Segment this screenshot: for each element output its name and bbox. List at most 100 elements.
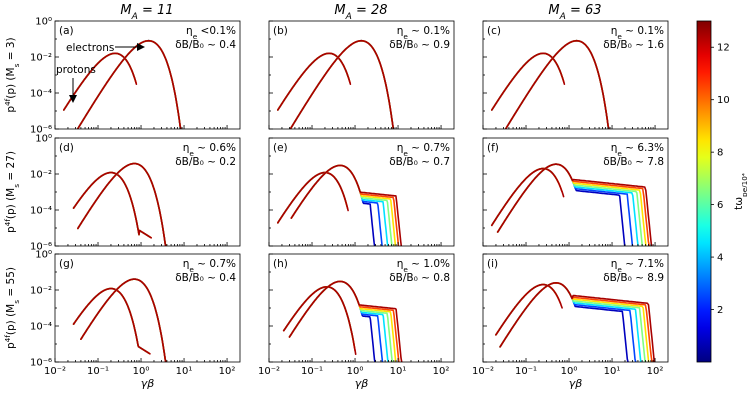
colorbar-tick-label: 2 [717, 305, 723, 316]
electron-spectrum-line [77, 162, 167, 246]
panel-h: 10⁻² 10⁻¹ 10⁰ 10¹ 10² γβ (h) ηe ~ 1.0%δB/B₀ ~ 0… [258, 253, 455, 390]
electron-spectrum-line [77, 162, 167, 246]
panel-label: (g) [59, 258, 74, 270]
proton-spectrum-line [491, 167, 565, 227]
colorbar: 2 4 6 8 10 12 tωpe/10⁴ [696, 20, 747, 363]
y-axis-label: p4f(p) (Ms = 27) [3, 151, 21, 233]
electron-spectrum-line [80, 278, 167, 362]
proton-spectrum-line [277, 171, 347, 224]
panel-label: (i) [487, 258, 498, 270]
electron-spectrum-line [496, 163, 653, 246]
electron-spectrum-line [289, 39, 395, 129]
colorbar-tick-label: 4 [717, 253, 723, 264]
x-tick-label: 10² [433, 366, 450, 377]
panel-curves [491, 39, 610, 129]
electron-spectrum-line [80, 278, 167, 362]
colorbar-label: tωpe/10⁴ [733, 173, 747, 210]
proton-spectrum-line [277, 171, 349, 224]
electron-spectrum-line [80, 278, 167, 362]
electron-spectrum-line [77, 162, 167, 246]
y-tick-label: 10⁻⁴ [30, 89, 52, 100]
electron-spectrum-line [496, 163, 647, 246]
electron-spectrum-line [288, 280, 403, 362]
y-tick-label: 10⁰ [35, 250, 52, 261]
electron-spectrum-line [496, 163, 639, 246]
electron-spectrum-line [80, 278, 167, 362]
proton-spectrum-line [72, 287, 151, 355]
proton-spectrum-line [63, 52, 138, 111]
electron-spectrum-line [80, 278, 167, 362]
electron-spectrum-line [289, 39, 395, 129]
y-axis-label: p4f(p) (Ms = 55) [3, 267, 21, 349]
proton-spectrum-line [491, 167, 557, 227]
electron-spectrum-line [80, 278, 167, 362]
proton-spectrum-line [72, 171, 152, 239]
x-tick-label: 10¹ [176, 366, 193, 377]
proton-spectrum-line [491, 167, 559, 227]
panel-c: (c) ηe ~ 0.1%δB/B₀ ~ 1.6 [482, 20, 669, 130]
panel-label: (d) [59, 142, 74, 154]
proton-spectrum-line [277, 52, 352, 111]
panel-label: (c) [487, 25, 501, 37]
x-tick-label: 10⁻¹ [301, 366, 323, 377]
proton-spectrum-line [72, 171, 152, 239]
db-annotation: δB/B₀ ~ 0.4 [175, 39, 236, 51]
db-annotation: δB/B₀ ~ 0.7 [389, 156, 450, 168]
electron-spectrum-line [76, 39, 182, 129]
proton-spectrum-line [491, 52, 566, 111]
column-title-3: MA = 63 [548, 3, 601, 22]
panel-curves [277, 39, 395, 129]
electron-spectrum-line [288, 280, 400, 362]
electron-spectrum-line [496, 163, 626, 246]
electron-spectrum-line [504, 39, 610, 129]
db-annotation: δB/B₀ ~ 0.8 [389, 272, 450, 284]
x-tick-label: 10⁻² [44, 366, 66, 377]
panel-label: (h) [273, 258, 288, 270]
eta-annotation: ηe ~ 0.7% [183, 258, 236, 274]
x-tick-label: 10⁰ [133, 366, 150, 377]
panel-i: 10⁻² 10⁻¹ 10⁰ 10¹ 10² γβ (i) ηe ~ 7.1%δB/B₀ ~ 8… [472, 253, 669, 390]
x-axis-label: γβ [141, 377, 155, 390]
eta-annotation: ηe ~ 6.3% [611, 142, 664, 158]
y-tick-label: 10⁻⁶ [30, 358, 52, 369]
colorbar-tick-label: 6 [717, 200, 723, 211]
panel-curves [495, 282, 656, 362]
panel-label: (a) [59, 25, 74, 37]
db-annotation: δB/B₀ ~ 7.8 [603, 156, 664, 168]
panel-grid: 10⁻⁶ 10⁻⁴ 10⁻² 10⁰ p4f(p) (Ms = 3) (a) ηe <0.1… [3, 17, 669, 390]
panel-e: (e) ηe ~ 0.7%δB/B₀ ~ 0.7 [268, 137, 455, 247]
electron-spectrum-line [504, 39, 610, 129]
x-tick-label: 10⁻² [258, 366, 280, 377]
db-annotation: δB/B₀ ~ 0.9 [389, 39, 450, 51]
colorbar-tick-label: 12 [717, 43, 730, 54]
colorbar-tick-label: 8 [717, 148, 723, 159]
x-axis-label: γβ [355, 377, 369, 390]
x-tick-label: 10⁻¹ [87, 366, 109, 377]
db-annotation: δB/B₀ ~ 0.4 [175, 272, 236, 284]
panel-curves [491, 163, 653, 246]
proton-spectrum-line [491, 167, 561, 227]
y-tick-label: 10⁻⁶ [30, 242, 52, 253]
colorbar-bar [696, 20, 712, 363]
colorbar-tick-label: 10 [717, 95, 730, 106]
proton-spectrum-line [72, 171, 152, 239]
db-annotation: δB/B₀ ~ 8.9 [603, 272, 664, 284]
x-axis-label: γβ [569, 377, 583, 390]
proton-spectrum-line [495, 283, 550, 336]
electron-spectrum-line [290, 164, 389, 246]
panel-b: (b) ηe ~ 0.1%δB/B₀ ~ 0.9 [268, 20, 455, 130]
protons-annotation: protons [56, 64, 96, 76]
panel-label: (f) [487, 142, 499, 154]
panel-frame [54, 137, 241, 247]
panel-f: (f) ηe ~ 6.3%δB/B₀ ~ 7.8 [482, 137, 669, 247]
panel-d: 10⁻⁶ 10⁻⁴ 10⁻² 10⁰ p4f(p) (Ms = 27) (d) ηe ~ 0… [3, 134, 241, 253]
panel-a: 10⁻⁶ 10⁻⁴ 10⁻² 10⁰ p4f(p) (Ms = 3) (a) ηe <0.1… [3, 17, 241, 136]
panel-frame [268, 20, 455, 130]
eta-annotation: ηe ~ 0.6% [183, 142, 236, 158]
proton-spectrum-line [495, 283, 558, 336]
electron-spectrum-line [76, 39, 182, 129]
y-tick-label: 10⁻⁴ [30, 322, 52, 333]
electron-spectrum-line [77, 162, 167, 246]
db-annotation: δB/B₀ ~ 1.6 [603, 39, 664, 51]
